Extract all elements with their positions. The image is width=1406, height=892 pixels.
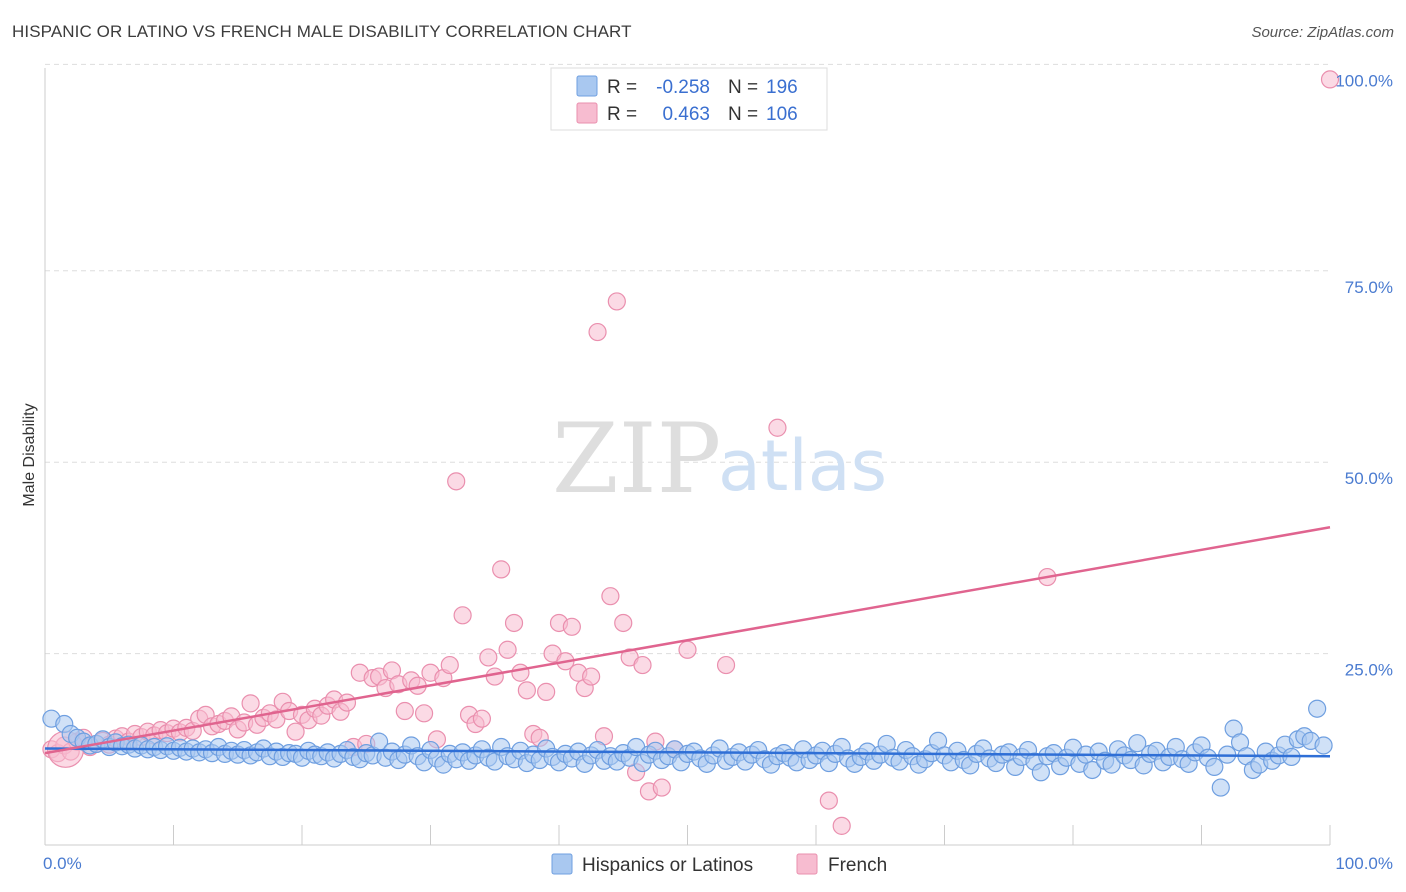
y-tick-label-2: 75.0%	[1345, 278, 1393, 297]
legend-n-label-1: N =	[728, 77, 758, 98]
french-point-99	[768, 418, 787, 437]
watermark: ZIP atlas	[552, 403, 887, 515]
bottom-legend-french: French	[828, 855, 887, 876]
hispanic-point-197	[1314, 736, 1333, 755]
legend-r-value-1: -0.258	[656, 77, 710, 98]
french-point-103	[1320, 70, 1340, 89]
hispanic-point-161	[1083, 760, 1102, 780]
french-point-97	[678, 640, 697, 659]
y-tick-label-3: 100.0%	[1335, 71, 1393, 90]
legend-r-label-1: R =	[607, 77, 637, 98]
bottom-legend: Hispanics or Latinos French	[551, 853, 887, 876]
french-point-101	[832, 816, 851, 835]
legend-r-label-2: R =	[607, 104, 637, 125]
french-point-87	[601, 587, 620, 606]
hispanic-point-181	[1211, 778, 1230, 797]
y-tick-label-0: 25.0%	[1345, 661, 1393, 680]
french-point-100	[819, 791, 838, 810]
french-point-88	[607, 292, 626, 311]
top-legend: R = -0.258 N = 196 R = 0.463 N = 106	[550, 67, 828, 131]
french-point-31	[241, 694, 260, 713]
french-point-64	[453, 606, 472, 625]
chart-title: HISPANIC OR LATINO VS FRENCH MALE DISABI…	[12, 22, 632, 41]
french-point-84	[582, 667, 601, 686]
legend-n-value-2: 106	[766, 104, 798, 125]
trend-lines	[44, 526, 1331, 758]
legend-n-label-2: N =	[728, 104, 758, 125]
y-tick-label-1: 50.0%	[1345, 469, 1393, 488]
y-axis-label: Male Disability	[21, 403, 38, 506]
french-point-74	[517, 681, 536, 700]
legend-r-value-2: 0.463	[662, 104, 710, 125]
legend-swatch-pink	[576, 102, 598, 124]
french-point-85	[588, 322, 607, 342]
french-point-55	[395, 701, 414, 721]
french-point-71	[498, 640, 517, 659]
hispanic-point-168	[1128, 734, 1147, 753]
watermark-zip: ZIP	[552, 403, 721, 515]
french-point-70	[492, 560, 511, 579]
hispanic-trend-line	[44, 747, 1331, 758]
grid-lines	[45, 63, 1330, 655]
french-point-89	[614, 613, 633, 633]
hispanic-point-180	[1205, 757, 1224, 777]
french-point-95	[652, 778, 671, 797]
x-tick-label-end: 100.0%	[1335, 854, 1393, 873]
bottom-legend-swatch-hispanic	[551, 853, 573, 875]
french-point-69	[485, 667, 504, 686]
french-point-81	[562, 617, 581, 636]
french-point-38	[286, 722, 305, 741]
french-point-58	[414, 704, 434, 723]
french-point-77	[537, 682, 556, 701]
french-trend-line	[44, 526, 1331, 755]
french-point-92	[633, 655, 652, 675]
french-point-35	[267, 710, 286, 729]
hispanic-point-196	[1308, 699, 1327, 718]
french-point-68	[479, 648, 498, 667]
legend-n-value-1: 196	[766, 77, 798, 98]
watermark-atlas: atlas	[718, 425, 887, 507]
legend-swatch-blue	[576, 75, 598, 97]
source-credit: Source: ZipAtlas.com	[1251, 24, 1394, 41]
french-point-72	[504, 613, 524, 633]
french-point-46	[337, 693, 357, 712]
french-point-67	[472, 709, 491, 728]
french-point-62	[440, 655, 459, 675]
hispanic-point-153	[1031, 763, 1050, 782]
french-point-63	[447, 472, 466, 491]
bottom-legend-hispanic: Hispanics or Latinos	[582, 855, 753, 876]
french-point-73	[511, 663, 530, 682]
tick-labels: 25.0% 50.0% 75.0% 100.0% 0.0% 100.0%	[43, 71, 1393, 873]
french-point-98	[716, 655, 736, 675]
bottom-legend-swatch-french	[796, 853, 818, 875]
x-tick-label-start: 0.0%	[43, 854, 82, 873]
